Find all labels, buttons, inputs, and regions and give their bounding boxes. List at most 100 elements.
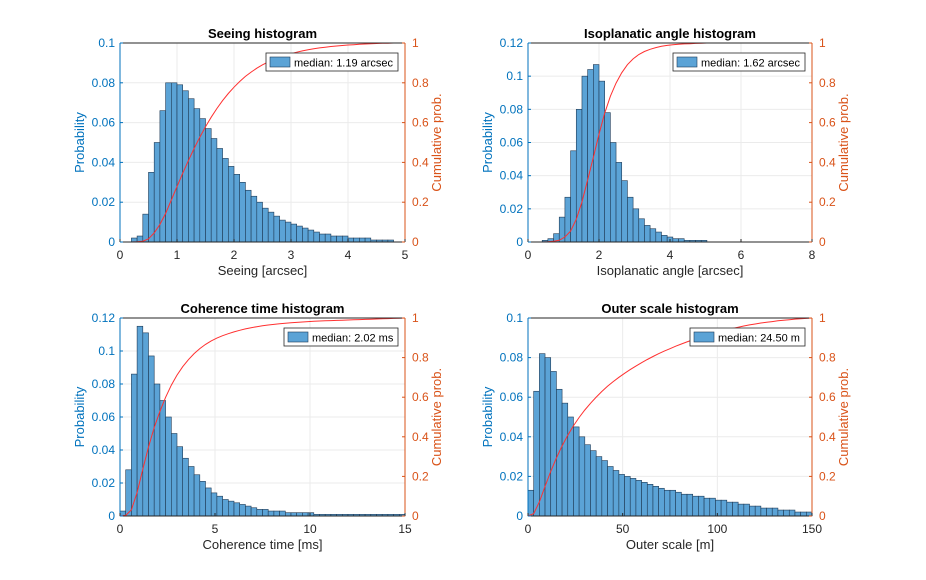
y-tick-label: 0.06: [92, 410, 116, 424]
histogram-bar: [641, 482, 648, 517]
y-tick-label: 0.08: [500, 102, 524, 116]
chart-panel-2: 0 2 4 6 800.020.040.060.080.10.1200.20.40.60…: [480, 26, 851, 278]
y-tick-label: 0.08: [500, 351, 524, 365]
histogram-bar: [330, 235, 337, 243]
y-tick-label: 0.04: [92, 443, 116, 457]
y-tick-label: 0: [108, 509, 115, 523]
y2-tick-label: 0: [819, 509, 826, 523]
y2-tick-label: 0.8: [412, 76, 429, 90]
histogram-bar: [658, 487, 665, 517]
histogram-bar: [806, 511, 813, 517]
histogram-bar: [766, 507, 773, 517]
histogram-bar: [590, 450, 597, 517]
legend-label: median: 1.19 arcsec: [294, 58, 394, 70]
histogram-bar: [618, 474, 625, 517]
legend-swatch: [269, 56, 291, 68]
histogram-bar: [635, 480, 642, 517]
histogram-bar: [638, 218, 645, 243]
histogram-bar: [681, 493, 688, 517]
y2-tick-label: 0: [819, 235, 826, 249]
histogram-bar: [216, 495, 223, 517]
histogram-bar: [692, 495, 699, 517]
histogram-bar: [307, 229, 315, 243]
histogram-bar: [743, 503, 750, 517]
x-tick-label: 8: [809, 248, 816, 262]
histogram-bar: [567, 416, 574, 517]
y-tick-label: 0.02: [92, 476, 116, 490]
histogram-bar: [245, 189, 252, 243]
histogram-bar: [627, 196, 634, 243]
x-tick-label: 4: [667, 248, 674, 262]
y-tick-label: 0.06: [500, 390, 524, 404]
y-tick-label: 0.08: [92, 377, 116, 391]
histogram-bar: [359, 237, 366, 243]
histogram-bar: [324, 233, 332, 243]
x-tick-label: 50: [616, 522, 630, 536]
histogram-bar: [165, 416, 172, 517]
y-tick-label: 0.02: [500, 469, 524, 483]
histogram-bar: [652, 485, 659, 517]
y2-tick-label: 1: [819, 311, 826, 325]
histogram-bar: [703, 497, 711, 517]
legend-box: [672, 52, 806, 72]
histogram-bar: [347, 237, 354, 243]
legend: median: 1.62 arcsec: [672, 52, 806, 72]
histogram-bar: [601, 460, 608, 517]
y-tick-label: 0.12: [500, 36, 524, 50]
histogram-bar: [615, 162, 623, 243]
histogram-bar: [279, 510, 286, 517]
y-axis-label: Probability: [72, 112, 87, 173]
legend-box: [283, 327, 399, 347]
histogram-bar: [732, 501, 739, 517]
y-tick-label: 0: [108, 235, 115, 249]
y-tick-label: 0.02: [500, 202, 524, 216]
histogram-bar: [142, 213, 149, 243]
histogram-bar: [262, 207, 269, 243]
histogram-bar: [296, 225, 303, 243]
histogram-bar: [598, 80, 605, 243]
y2-tick-label: 0.4: [412, 430, 429, 444]
histogram-bar: [737, 503, 745, 517]
histogram-bar: [176, 84, 183, 243]
legend-swatch: [287, 331, 309, 343]
x-axis-label: Seeing [arcsec]: [218, 263, 308, 278]
histogram-bar: [171, 82, 178, 243]
y-tick-label: 0.08: [92, 76, 116, 90]
histogram-bar: [581, 75, 588, 243]
histogram-bar: [561, 402, 569, 517]
histogram-bar: [210, 138, 218, 243]
histogram-bar: [125, 469, 132, 517]
y2-axis-label: Cumulative prob.: [836, 368, 851, 466]
histogram-bar: [655, 231, 662, 243]
histogram-bar: [205, 128, 212, 243]
y2-tick-label: 0.8: [819, 351, 836, 365]
bars: [119, 325, 406, 517]
histogram-bar: [267, 510, 275, 517]
cumulative-curve: [542, 42, 812, 243]
y2-tick-label: 1: [412, 311, 419, 325]
y-tick-label: 0.06: [92, 116, 116, 130]
histogram-bar: [222, 499, 229, 517]
x-tick-label: 0: [117, 248, 124, 262]
histogram-bar: [353, 237, 360, 243]
x-tick-label: 5: [402, 248, 409, 262]
bars: [527, 353, 813, 517]
legend-label: median: 1.62 arcsec: [701, 58, 801, 70]
histogram-bar: [669, 489, 676, 517]
y-axis-label: Probability: [480, 112, 495, 173]
chart-panel-4: 0 50 100 15000.020.040.060.080.100.20.40.60…: [480, 301, 851, 552]
y-tick-label: 0.04: [500, 430, 524, 444]
histogram-bar: [153, 383, 161, 517]
histogram-bar: [726, 501, 733, 517]
histogram-bar: [199, 481, 206, 517]
histogram-bar: [284, 221, 292, 243]
histogram-bar: [720, 499, 728, 517]
y-tick-label: 0.06: [500, 136, 524, 150]
histogram-bar: [199, 118, 206, 243]
y-tick-label: 0: [516, 235, 523, 249]
legend: median: 2.02 ms: [283, 327, 399, 347]
histogram-bar: [313, 231, 320, 243]
x-tick-label: 1: [174, 248, 181, 262]
y2-tick-label: 0.4: [819, 155, 836, 169]
